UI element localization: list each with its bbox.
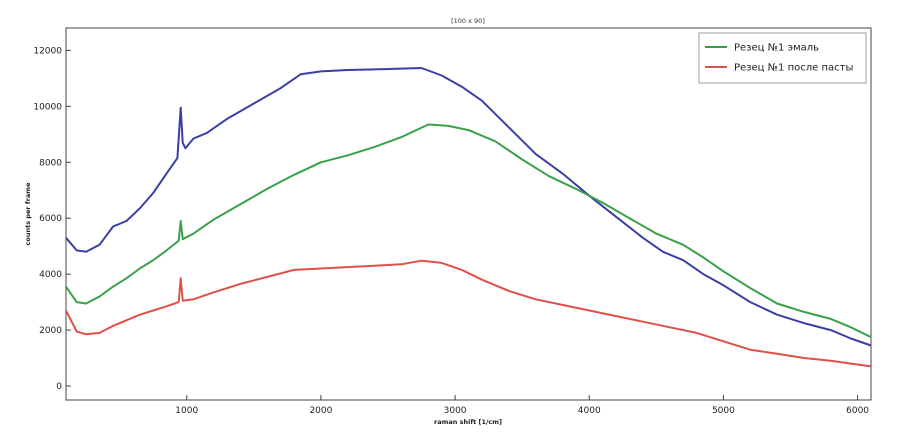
- legend-box: [698, 32, 867, 84]
- plot-frame: [65, 27, 872, 401]
- x-axis-label: raman shift [1/cm]: [434, 418, 502, 426]
- x-tick-label: 4000: [578, 406, 601, 416]
- series-line-3: [65, 259, 872, 368]
- legend-entry-label: Резец №1 эмаль: [734, 43, 819, 54]
- series-lines: [65, 67, 872, 368]
- x-tick-label: 5000: [712, 406, 735, 416]
- legend-entry-label: Резец №1 после пасты: [734, 63, 853, 74]
- y-tick-label: 2000: [39, 326, 62, 336]
- y-tick-label: 10000: [33, 102, 62, 112]
- y-tick-label: 8000: [39, 158, 62, 168]
- series-line-2: [65, 123, 872, 338]
- x-tick-label: 2000: [309, 406, 332, 416]
- x-tick-label: 1000: [175, 406, 198, 416]
- x-tick-label: 6000: [846, 406, 869, 416]
- axis-ticks: 1000 2000 3000 4000 5000 6000 0 2000 4000 6000 800…: [33, 46, 869, 416]
- legend: Резец №1 эмаль Резец №1 после пасты: [698, 32, 867, 84]
- y-axis-label: counts per frame: [24, 182, 32, 246]
- series-line-1: [65, 67, 872, 347]
- y-tick-label: 0: [56, 382, 62, 392]
- y-tick-label: 6000: [39, 214, 62, 224]
- x-tick-label: 3000: [444, 406, 467, 416]
- chart-title: [100 x 90]: [451, 17, 485, 25]
- y-tick-label: 4000: [39, 270, 62, 280]
- y-tick-label: 12000: [33, 46, 62, 56]
